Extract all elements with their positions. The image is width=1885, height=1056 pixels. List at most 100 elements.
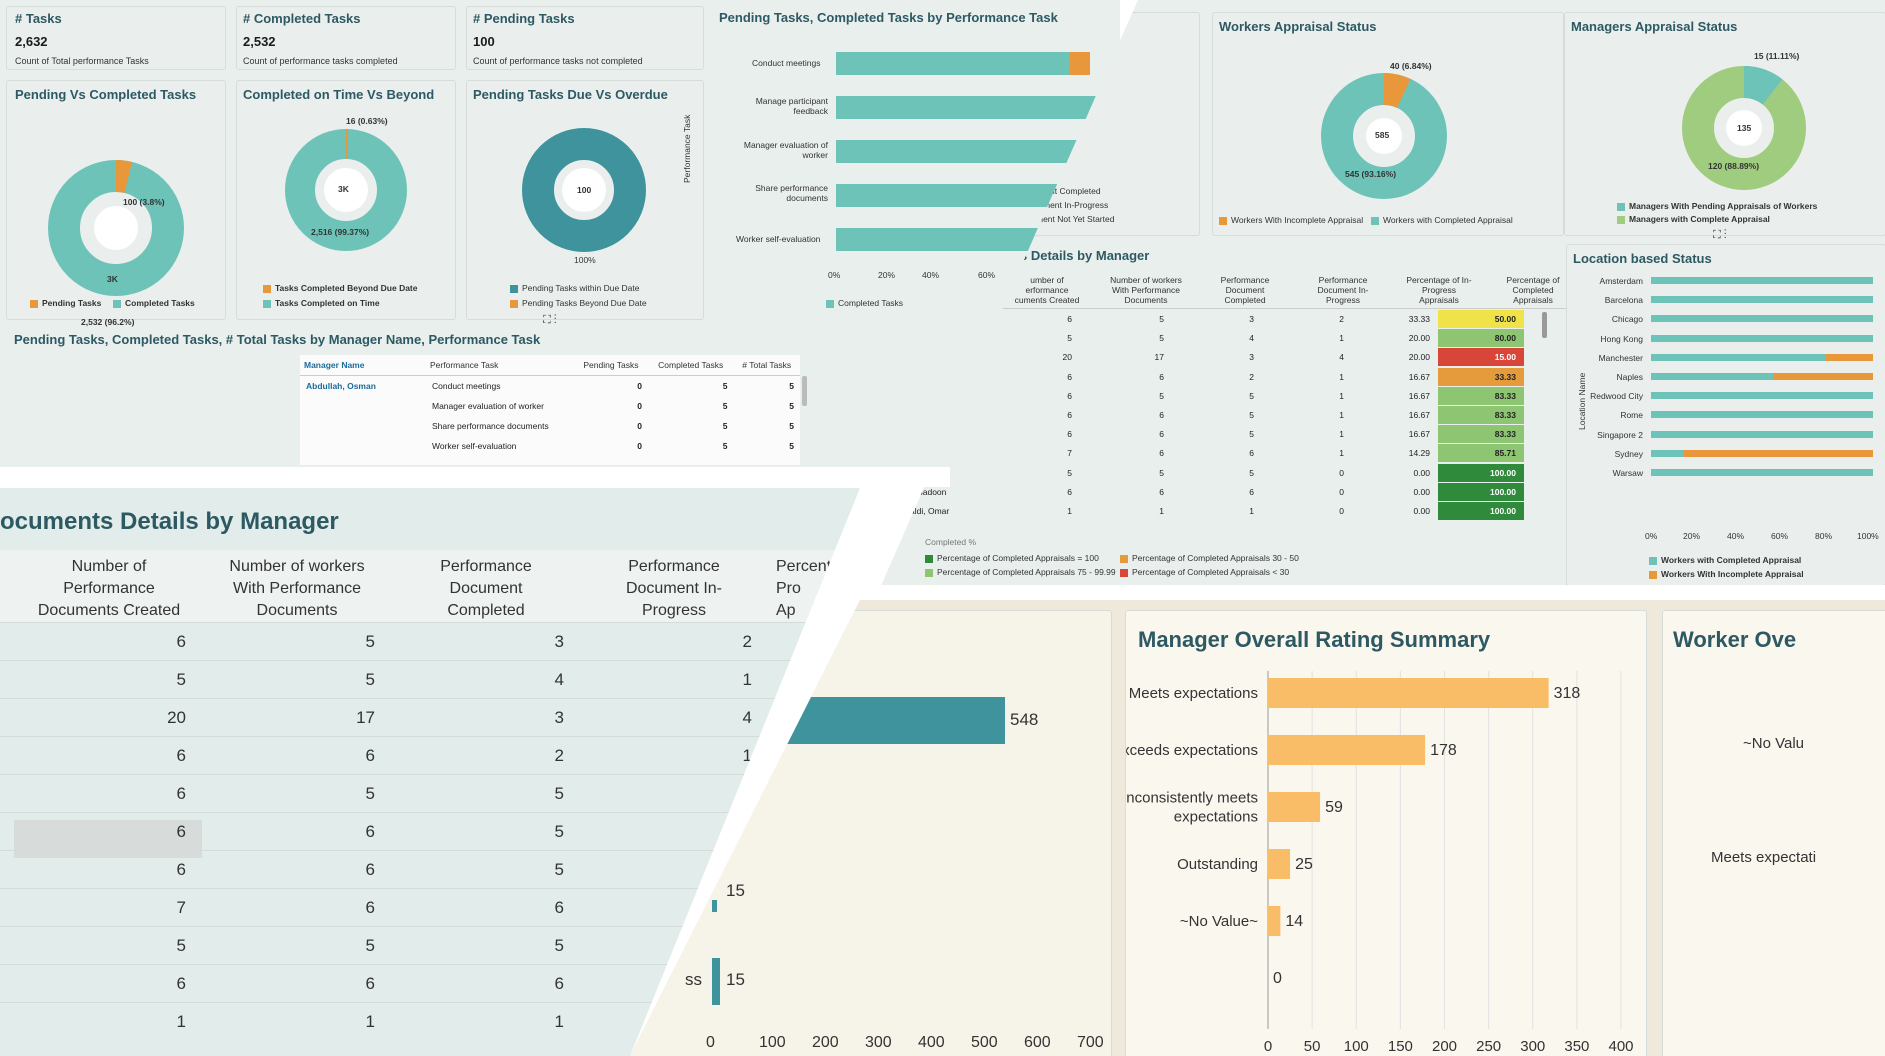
manager-name[interactable]: Abdullah, Osman	[306, 380, 376, 391]
legend-item[interactable]: Workers With Incomplete Appraisal	[1219, 215, 1363, 225]
col-header[interactable]: Percentage of Completed Appraisals	[1486, 272, 1580, 309]
table-row[interactable]: 6 5 3 2	[0, 622, 860, 661]
col-header[interactable]: Number of workers With Performance Docum…	[229, 558, 365, 619]
donut-chart[interactable]	[1565, 33, 1885, 233]
selected-cell[interactable]	[14, 820, 202, 858]
manager-name[interactable]: r, Sadoon	[910, 486, 947, 497]
legend-item[interactable]: Percentage of Completed Appraisals < 30	[1120, 567, 1289, 577]
col-header[interactable]: Percentage of In- Progress Appraisals	[1392, 272, 1486, 309]
table-row[interactable]: 1 1 1	[0, 1002, 860, 1041]
bar[interactable]	[712, 958, 720, 1005]
donut-chart[interactable]	[237, 111, 455, 311]
table-row[interactable]: 6 5 5 1	[0, 774, 860, 813]
legend-item[interactable]: Managers with Complete Appraisal	[1617, 214, 1770, 224]
legend-item[interactable]: Workers with Completed Appraisal	[1649, 555, 1801, 565]
bar[interactable]	[836, 140, 1096, 163]
bar-incomplete[interactable]	[1826, 353, 1873, 361]
bar-pending[interactable]	[1070, 52, 1090, 75]
table-row[interactable]: Worker self-evaluation 0 5 5	[300, 436, 800, 456]
legend-item[interactable]: Completed Tasks	[113, 298, 195, 308]
donut-chart[interactable]	[7, 111, 225, 311]
legend-item[interactable]: Percentage of Completed Appraisals = 100	[925, 553, 1099, 563]
donut-slice-incomplete[interactable]	[1383, 73, 1411, 109]
table-row[interactable]: 6 6 5 1 16.67 83.33	[910, 425, 1550, 444]
table-row[interactable]: 6 6 5	[0, 812, 860, 851]
manager-name[interactable]: aldi, Omar	[910, 506, 950, 516]
bar[interactable]	[836, 52, 1070, 75]
table-row[interactable]: 6 6 5 1 16.67 83.33	[910, 406, 1550, 425]
legend-item[interactable]: Completed Tasks	[826, 298, 903, 308]
bar-completed[interactable]	[1651, 353, 1827, 361]
table-row[interactable]: 5 5 5	[0, 926, 860, 965]
bar[interactable]	[1268, 678, 1549, 708]
legend-item[interactable]: Pending Tasks within Due Date	[510, 283, 640, 293]
donut-chart[interactable]	[1213, 33, 1563, 233]
donut-slice-pending[interactable]	[115, 160, 133, 194]
legend-item[interactable]: Percentage of Completed Appraisals 30 - …	[1120, 553, 1299, 563]
legend-item[interactable]: Tasks Completed on Time	[263, 298, 380, 308]
scrollbar[interactable]	[1542, 312, 1547, 338]
col-header[interactable]: Number of workers With Performance Docum…	[1096, 272, 1196, 309]
table-row[interactable]: 5 5 4 1	[0, 660, 860, 699]
bar-completed[interactable]	[1651, 469, 1873, 476]
table-row[interactable]: 7 6 6	[0, 888, 860, 927]
legend-item[interactable]: Percentage of Completed Appraisals 75 - …	[925, 567, 1116, 577]
bar-completed[interactable]	[1651, 392, 1873, 400]
bar-completed[interactable]	[1651, 334, 1873, 342]
bar-completed[interactable]	[1651, 373, 1774, 380]
expand-icon[interactable]: ⛶ ⋮	[543, 314, 557, 326]
bar[interactable]	[1268, 849, 1291, 879]
bar[interactable]	[1268, 735, 1426, 765]
bar[interactable]	[836, 96, 1096, 119]
col-header[interactable]: Completed Tasks	[647, 355, 734, 376]
legend-item[interactable]: Workers with Completed Appraisal	[1371, 215, 1513, 225]
expand-icon[interactable]: ⛶ ⋮	[1713, 229, 1727, 241]
table-row[interactable]: Abdullah, Osman Conduct meetings 0 5 5	[300, 375, 800, 396]
legend-item[interactable]: Pending Tasks Beyond Due Date	[510, 298, 647, 308]
bar[interactable]	[1268, 906, 1281, 936]
bar-completed[interactable]	[1651, 411, 1873, 419]
table-row[interactable]: 6 6 2 1	[0, 736, 860, 775]
bar[interactable]	[836, 184, 1096, 207]
bar-incomplete[interactable]	[1773, 373, 1873, 380]
legend-item[interactable]: Workers With Incomplete Appraisal	[1649, 569, 1804, 579]
table-row[interactable]: Manager evaluation of worker 0 5 5	[300, 396, 800, 416]
col-header[interactable]: Manager Name	[300, 355, 426, 376]
table-row[interactable]: Share performance documents 0 5 5	[300, 416, 800, 436]
col-header[interactable]: Pending Tasks	[574, 355, 648, 376]
bar-completed[interactable]	[1651, 296, 1873, 304]
col-header[interactable]: # Total Tasks	[733, 355, 800, 376]
bar-completed[interactable]	[1651, 430, 1873, 438]
table-row[interactable]: aldi, Omar 1 1 1 0 0.00 100.00	[910, 502, 1550, 521]
table-row[interactable]: 6 5 5 1 16.67 83.33	[910, 386, 1550, 406]
bar-completed[interactable]	[1651, 277, 1873, 284]
table-row[interactable]: r, Sadoon 6 6 6 0 0.00 100.00	[910, 482, 1550, 502]
donut-chart[interactable]	[467, 111, 703, 311]
bar-incomplete[interactable]	[1684, 449, 1873, 457]
col-header[interactable]: Performance Document In- Progress	[625, 558, 723, 619]
table-row[interactable]: 6 6 2 1 16.67 33.33	[910, 367, 1550, 387]
bar-completed[interactable]	[1651, 315, 1873, 323]
bar[interactable]	[712, 900, 717, 912]
col-header[interactable]: Number of Performance Documents Created	[37, 558, 181, 619]
col-header[interactable]: Performance Document In- Progress	[1294, 272, 1392, 309]
col-header[interactable]: Performance Document Completed	[440, 558, 532, 619]
col-header[interactable]: Performance Task	[426, 355, 574, 376]
table-row[interactable]: 6 6 6	[0, 964, 860, 1003]
table-row[interactable]: 20 17 3 4 20.00 15.00	[910, 348, 1550, 367]
bar-completed[interactable]	[1651, 449, 1685, 457]
legend-item[interactable]: Pending Tasks	[30, 298, 101, 308]
scrollbar[interactable]	[802, 376, 807, 406]
legend-item[interactable]: Managers With Pending Appraisals of Work…	[1617, 201, 1817, 211]
col-header[interactable]: Percenta Pro Ap	[776, 558, 841, 619]
table-row[interactable]: 6 5 3 2 33.33 50.00	[910, 310, 1550, 329]
donut-slice-pending[interactable]	[1743, 65, 1783, 105]
table-row[interactable]: 5 5 4 1 20.00 80.00	[910, 329, 1550, 348]
bar[interactable]	[1268, 792, 1321, 822]
legend-item[interactable]: Tasks Completed Beyond Due Date	[263, 283, 418, 293]
table-row[interactable]: 6 6 5	[0, 850, 860, 889]
table-row[interactable]: 20 17 3 4	[0, 698, 860, 737]
col-header[interactable]: Performance Document Completed	[1196, 272, 1294, 309]
